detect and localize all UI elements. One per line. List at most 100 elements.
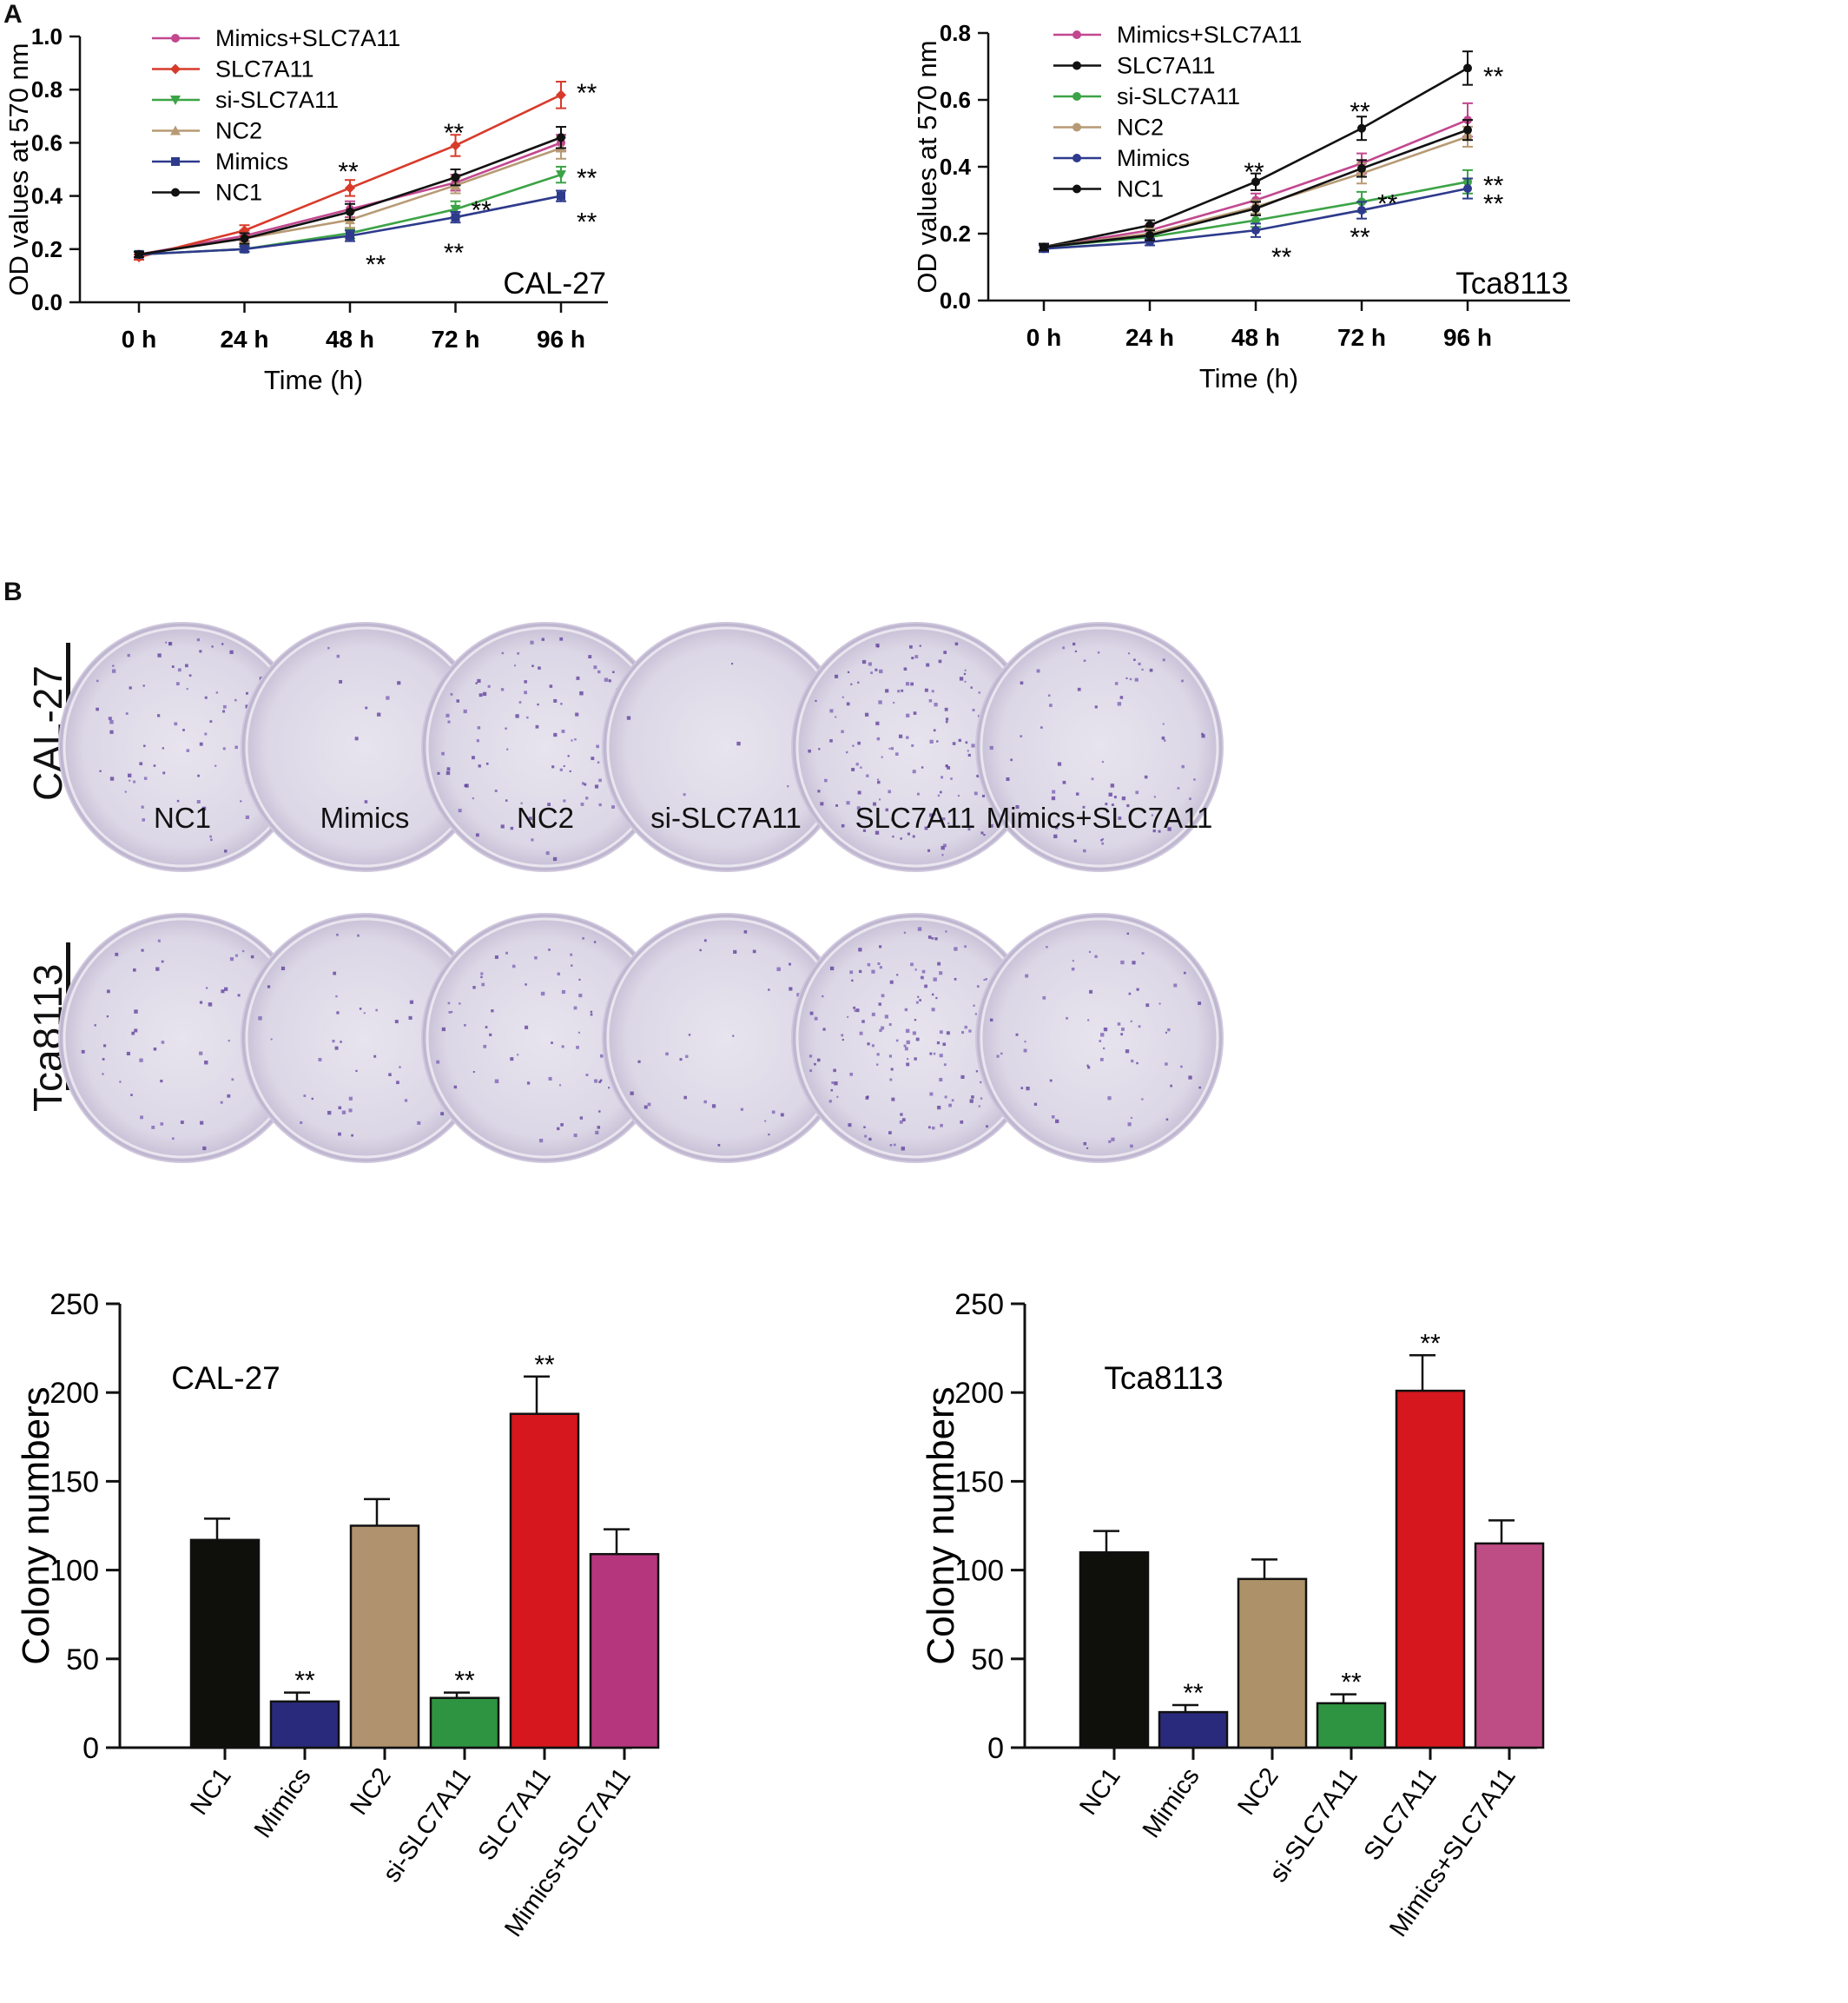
colony-dot (961, 1031, 965, 1035)
legend-swatch-marker (170, 96, 181, 105)
colony-dot (892, 836, 894, 838)
colony-dot (871, 1012, 875, 1016)
colony-dot (1141, 1098, 1144, 1101)
colony-dot (989, 1018, 993, 1021)
colony-dot (220, 1101, 223, 1104)
colony-dot (699, 949, 702, 952)
colony-dot (831, 1081, 835, 1084)
colony-dot (1066, 1016, 1068, 1020)
colony-dot (978, 691, 980, 694)
colony-dot (576, 1045, 579, 1049)
colony-dot (491, 1009, 494, 1013)
colony-dot (1075, 792, 1079, 796)
colony-dot (906, 1040, 910, 1045)
colony-dot (408, 1015, 412, 1020)
colony-dot (142, 818, 145, 822)
colony-dot (348, 1108, 353, 1113)
colony-dot (557, 1127, 560, 1131)
data-point-mimics (346, 231, 354, 241)
colony-dot (626, 716, 631, 720)
colony-dot (518, 701, 522, 704)
colony-dot (597, 761, 600, 764)
colony-dot (579, 1116, 584, 1120)
colony-dot (526, 1081, 531, 1085)
colony-dot (333, 971, 337, 975)
colony-dot (99, 770, 102, 772)
colony-dot (185, 664, 188, 668)
colony-dot (280, 966, 286, 970)
colony-dot (917, 927, 922, 931)
colony-dot (1087, 1066, 1091, 1069)
colony-dot (500, 824, 505, 829)
legend-item-si-slc7a11: si-SLC7A11 (152, 87, 339, 113)
significance-marker: ** (338, 157, 359, 186)
colony-dot (927, 1126, 931, 1129)
colony-dot (211, 645, 214, 648)
y-tick-label: 200 (954, 1377, 1004, 1410)
colony-dot (940, 1123, 943, 1127)
colony-dot (1055, 1119, 1059, 1124)
colony-dot (199, 650, 202, 653)
colony-dot (939, 790, 942, 794)
colony-dot (913, 711, 917, 715)
legend-swatch-marker (1072, 154, 1081, 162)
colony-dot (436, 1060, 440, 1064)
x-tick-label: Mimics (249, 1763, 317, 1843)
colony-dot (505, 799, 508, 802)
colony-dot (202, 1146, 207, 1151)
y-tick-label: 50 (66, 1643, 99, 1676)
colony-dot (1089, 989, 1093, 994)
data-point-mimics (1463, 184, 1472, 194)
y-tick-label: 1.0 (31, 23, 63, 50)
colony-dot (944, 707, 948, 711)
colony-dot (647, 1102, 651, 1107)
colony-dot (896, 974, 899, 976)
colony-dot (196, 800, 201, 804)
x-tick-label: NC2 (1232, 1763, 1284, 1821)
colony-dot (1128, 992, 1132, 995)
colony-dot (895, 1039, 899, 1042)
colony-dot (924, 688, 928, 692)
colony-dot (809, 1011, 814, 1015)
colony-dot (864, 1134, 868, 1138)
significance-marker: ** (1377, 190, 1398, 219)
colony-dot (916, 792, 920, 796)
colony-dot (437, 771, 440, 775)
colony-dot (584, 783, 587, 786)
colony-dot (174, 722, 178, 726)
colony-dot (483, 1044, 487, 1048)
colony-dot (931, 690, 934, 693)
colony-dot (1046, 946, 1048, 949)
colony-dot (789, 987, 793, 991)
colony-dot (931, 1008, 935, 1012)
y-tick-label: 0 (987, 1732, 1004, 1765)
colony-dot (1083, 849, 1086, 853)
colony-dot (836, 1095, 839, 1098)
colony-dot (210, 838, 213, 842)
colony-dot (879, 798, 881, 801)
colony-dot (171, 665, 175, 668)
colony-dot (841, 730, 844, 733)
colony-dot (914, 968, 917, 971)
colony-dot (520, 802, 523, 804)
colony-dot (355, 1069, 358, 1073)
colony-dot (463, 709, 467, 714)
significance-marker: ** (1341, 1669, 1362, 1697)
colony-dot (351, 1134, 353, 1137)
colony-dot (868, 662, 872, 666)
colony-dot (336, 654, 340, 658)
data-point-mimics (451, 213, 460, 222)
y-tick-label: 100 (50, 1555, 99, 1588)
colony-dot (1006, 777, 1010, 782)
colony-dot (829, 966, 835, 971)
colony-dot (848, 1123, 852, 1127)
x-tick-label: NC2 (345, 1763, 396, 1821)
colony-dot (644, 1105, 648, 1109)
colony-dot (906, 713, 910, 717)
colony-dot (703, 939, 707, 942)
colony-dot (1130, 1020, 1132, 1022)
colony-dot (1110, 783, 1115, 788)
colony-dot (1129, 678, 1132, 681)
colony-dot (768, 988, 770, 991)
colony-dot (820, 802, 824, 806)
